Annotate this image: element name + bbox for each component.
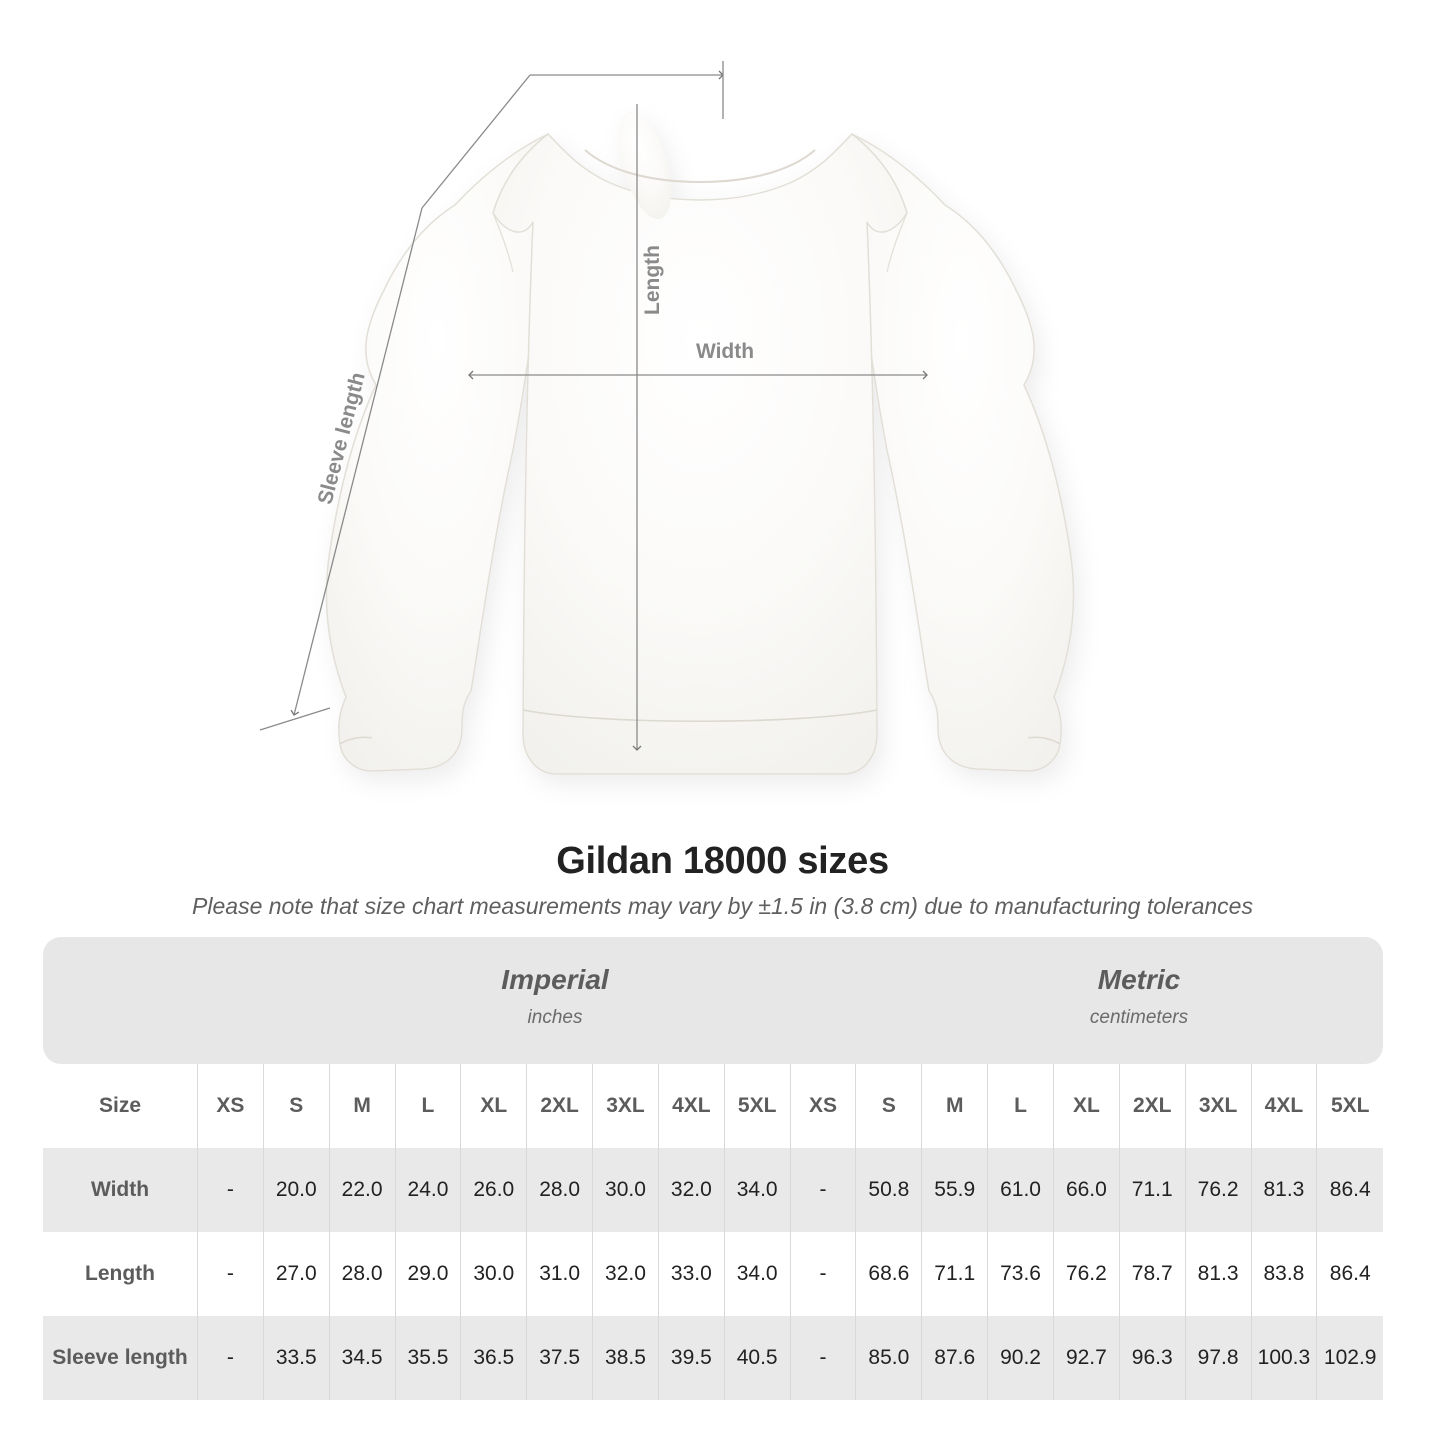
svg-text:Length: Length [641, 245, 664, 315]
svg-text:Width: Width [696, 340, 754, 363]
